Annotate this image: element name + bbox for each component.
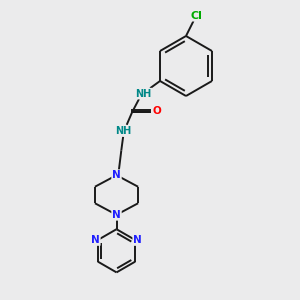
Text: NH: NH	[116, 126, 132, 136]
Text: NH: NH	[135, 88, 152, 99]
Text: Cl: Cl	[190, 11, 202, 21]
Text: O: O	[153, 106, 162, 116]
Text: N: N	[112, 210, 121, 220]
Text: N: N	[133, 235, 142, 245]
Text: N: N	[91, 235, 100, 245]
Text: N: N	[112, 170, 121, 180]
